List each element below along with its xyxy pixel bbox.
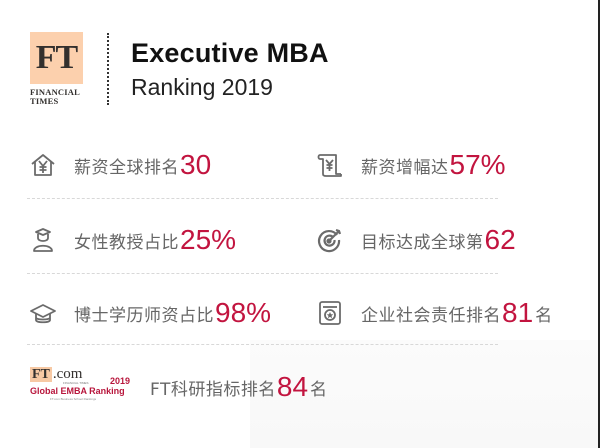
stat-aims-achieved: 目标达成全球第 62 [316, 222, 516, 258]
ft-logo-letters: FT [35, 39, 78, 76]
page-title: Executive MBA [131, 38, 329, 68]
stat-label: 薪资全球排名 [74, 157, 179, 178]
background-shade [250, 340, 600, 448]
stat-female-faculty: 女性教授占比 25% [29, 222, 236, 258]
ft-logo-box: FT [30, 32, 83, 84]
ftcom-badge: FT .com FINANCIAL TIMES 2019 Global EMBA… [30, 366, 130, 402]
stat-label: 博士学历师资占比 [74, 305, 214, 326]
stat-value: 25% [180, 224, 237, 255]
header-divider [107, 33, 109, 105]
stat-value: 62 [484, 224, 516, 255]
right-border [598, 0, 600, 448]
row-divider [27, 344, 498, 345]
target-icon [316, 226, 344, 254]
scroll-yuan-icon [316, 151, 344, 179]
stat-value: 30 [180, 149, 212, 180]
ftcom-year: 2019 [109, 376, 130, 386]
ftcom-small: FINANCIAL TIMES [63, 381, 89, 385]
stat-label: 女性教授占比 [74, 232, 179, 253]
ft-logo-caption: FINANCIAL TIMES [30, 88, 83, 106]
row-divider [27, 198, 498, 199]
ftcom-dotcom: .com [52, 366, 83, 382]
ftcom-ranking: Global EMBA Ranking [30, 386, 125, 396]
stat-value: 84 [276, 371, 309, 402]
ft-caption-line1: FINANCIAL [30, 87, 80, 97]
certificate-star-icon [316, 299, 344, 327]
female-professor-icon [29, 226, 57, 254]
stat-suffix: 名 [535, 305, 553, 326]
graduation-cap-icon [29, 299, 57, 327]
stat-csr-rank: 企业社会责任排名 81 名 [316, 295, 552, 331]
stat-salary-increase: 薪资增幅达 57% [316, 147, 506, 183]
row-divider [27, 273, 498, 274]
stat-label: 薪资增幅达 [361, 157, 449, 178]
ftcom-ft-mark: FT [30, 367, 52, 382]
stat-research-rank: FT科研指标排名 84 名 [133, 369, 327, 405]
stat-salary-rank: 薪资全球排名 30 [29, 147, 211, 183]
ft-logo: FT FINANCIAL TIMES [30, 32, 83, 106]
ft-caption-line2: TIMES [30, 96, 59, 106]
stat-phd-faculty: 博士学历师资占比 98% [29, 295, 271, 331]
ftcom-tiny: FT.com Business School Rankings [50, 397, 97, 401]
stat-label: 企业社会责任排名 [361, 305, 501, 326]
house-yuan-icon [29, 151, 57, 179]
stat-value: 98% [215, 297, 272, 328]
stat-value: 57% [449, 149, 506, 180]
page-subtitle: Ranking 2019 [131, 74, 273, 100]
stat-suffix: 名 [310, 379, 328, 400]
stat-label: FT科研指标排名 [150, 379, 276, 400]
stat-value: 81 [502, 297, 534, 328]
stat-label: 目标达成全球第 [361, 232, 484, 253]
